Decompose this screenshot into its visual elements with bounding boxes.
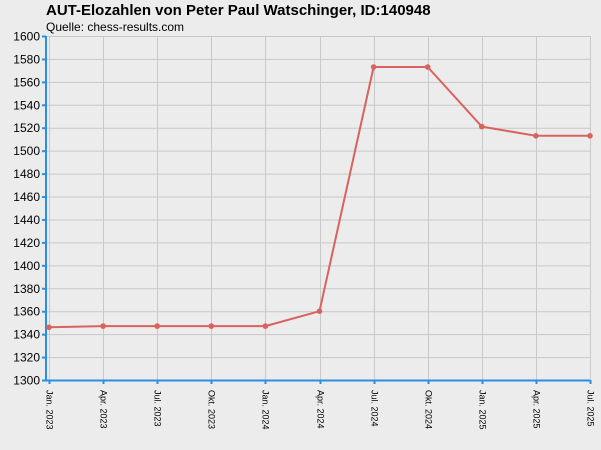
data-point <box>370 64 377 70</box>
series-elo <box>46 64 593 331</box>
tick-label-y: 1300 <box>13 374 40 388</box>
tick-label-x: Jul. 2024 <box>370 390 380 427</box>
chart-title: AUT-Elozahlen von Peter Paul Watschinger… <box>46 2 431 19</box>
tick-label-y: 1460 <box>13 190 40 204</box>
tick-label-y: 1360 <box>13 305 40 319</box>
tick-label-y: 1420 <box>13 236 40 250</box>
tick-label-y: 1580 <box>13 52 40 66</box>
tick-label-x: Okt. 2023 <box>207 390 217 429</box>
data-point <box>316 308 323 315</box>
tick-label-y: 1440 <box>13 213 40 227</box>
data-point <box>533 133 539 139</box>
data-point <box>424 64 431 70</box>
tick-label-x: Jul. 2025 <box>586 390 596 427</box>
chart-source: Quelle: chess-results.com <box>46 20 185 34</box>
tick-label-x: Jan. 2024 <box>261 390 271 430</box>
tick-label-y: 1380 <box>13 282 40 296</box>
tick-label-y: 1540 <box>13 98 40 112</box>
tick-label-x: Okt. 2024 <box>424 390 434 429</box>
tick-label-x: Jul. 2023 <box>153 390 163 427</box>
data-point <box>262 323 269 329</box>
data-point <box>46 324 52 331</box>
tick-label-y: 1520 <box>13 121 40 135</box>
tick-labels: 1300 1320 1340 1360 1380 1400 1420 1440 1460 1480… <box>13 30 595 430</box>
tick-label-y: 1400 <box>13 259 40 273</box>
tick-label-y: 1560 <box>13 75 40 89</box>
tick-label-x: Apr. 2024 <box>316 390 326 429</box>
tick-label-y: 1320 <box>13 351 40 365</box>
data-point <box>479 123 485 130</box>
tick-label-x: Apr. 2023 <box>99 390 109 429</box>
grid <box>46 36 591 381</box>
axes <box>42 35 592 384</box>
data-point <box>154 323 160 329</box>
data-point <box>100 323 106 329</box>
tick-label-y: 1500 <box>13 144 40 158</box>
tick-label-x: Jan. 2023 <box>45 390 55 430</box>
data-point <box>587 133 593 139</box>
data-point <box>208 323 215 329</box>
tick-label-x: Apr. 2025 <box>532 390 542 429</box>
tick-label-y: 1480 <box>13 167 40 181</box>
tick-label-y: 1600 <box>13 30 40 44</box>
tick-label-x: Jan. 2025 <box>478 390 488 430</box>
tick-label-y: 1340 <box>13 328 40 342</box>
